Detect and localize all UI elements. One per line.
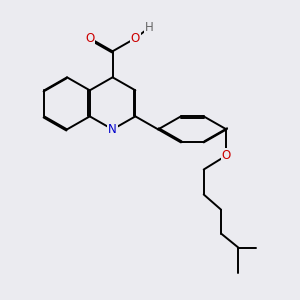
Text: O: O: [222, 149, 231, 162]
Text: O: O: [85, 32, 94, 45]
Text: N: N: [108, 123, 117, 136]
Text: H: H: [145, 21, 154, 34]
Text: O: O: [131, 32, 140, 45]
